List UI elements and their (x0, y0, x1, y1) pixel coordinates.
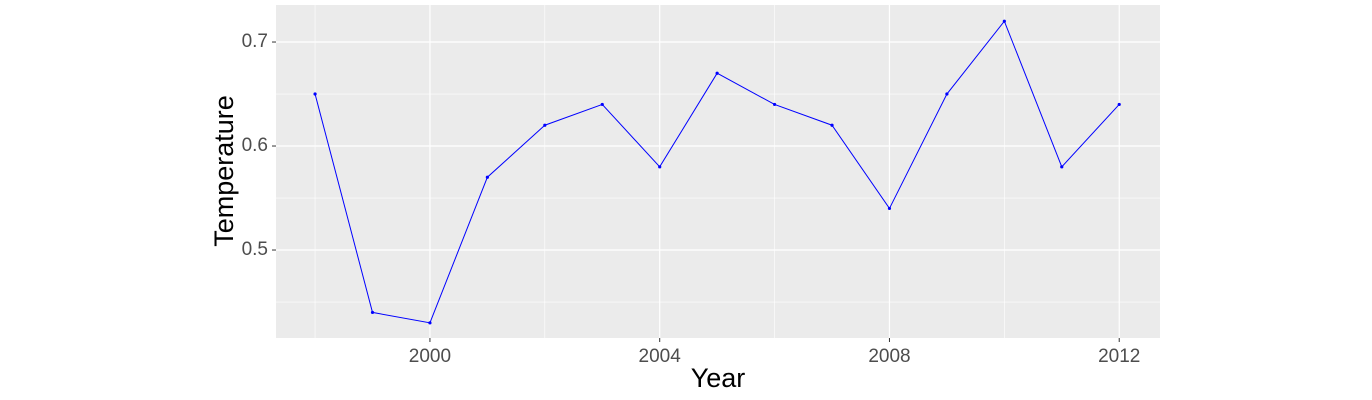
y-tick-label: 0.7 (242, 31, 268, 52)
data-point (715, 71, 719, 75)
data-point (543, 123, 547, 127)
x-tick-label: 2004 (639, 346, 682, 367)
data-point (313, 92, 317, 96)
y-axis-title: Temperature (209, 95, 239, 247)
data-point (830, 123, 834, 127)
x-axis-title: Year (691, 363, 746, 393)
data-point (428, 321, 432, 325)
data-point (887, 206, 892, 211)
data-point (370, 310, 375, 315)
data-point (600, 102, 604, 107)
y-tick-label: 0.5 (242, 239, 268, 260)
data-point (945, 92, 949, 96)
data-point (485, 175, 489, 179)
x-tick-label: 2008 (868, 346, 910, 367)
plot-panel (276, 5, 1160, 338)
data-point (772, 102, 777, 107)
data-point (1002, 19, 1006, 23)
y-tick-label: 0.6 (242, 135, 268, 156)
x-tick-label: 2012 (1098, 346, 1140, 367)
data-point (658, 165, 662, 169)
data-point (1117, 102, 1121, 107)
x-tick-label: 2000 (409, 346, 451, 367)
data-point (1060, 165, 1064, 169)
